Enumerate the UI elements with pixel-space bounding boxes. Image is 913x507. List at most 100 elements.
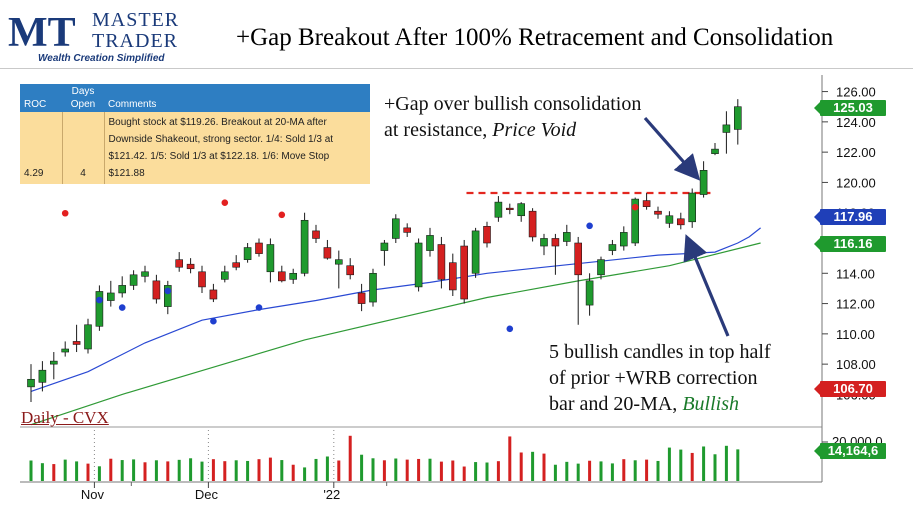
candle-body: [221, 271, 229, 280]
volume-bar: [553, 464, 557, 481]
candle-body: [483, 226, 491, 244]
candle-body: [232, 262, 240, 268]
candle-body: [266, 244, 275, 273]
master-trader-logo: MT MASTER TRADER Wealth Creation Simplif…: [8, 6, 198, 66]
y-tick-label: 110.00: [836, 327, 875, 342]
candle-body: [528, 210, 537, 238]
candle: [562, 224, 571, 247]
annotation-bullish-line1: 5 bullish candles in top half: [549, 341, 771, 363]
candle: [585, 273, 594, 316]
y-tick-label: 114.00: [836, 266, 875, 281]
blue-low-marker: [255, 304, 263, 311]
candle: [107, 280, 115, 307]
red-high-marker: [631, 203, 639, 211]
volume-bar: [588, 460, 592, 481]
volume-bar: [211, 459, 215, 481]
candle: [551, 233, 560, 275]
price-void-text: Price Void: [492, 119, 577, 141]
volume-bar: [474, 462, 478, 481]
candle: [448, 253, 457, 296]
candle: [72, 324, 81, 353]
candle: [27, 364, 35, 402]
candle-body: [585, 280, 594, 306]
volume-bar: [97, 466, 101, 481]
candle: [129, 270, 138, 290]
roc-header: ROC: [24, 99, 47, 110]
candle: [733, 99, 742, 145]
candle: [186, 258, 195, 274]
candle: [289, 268, 298, 284]
volume-bar: [405, 459, 409, 481]
candle-body: [403, 227, 412, 233]
red-high-marker: [61, 209, 69, 217]
y-tick-label: 124.00: [836, 115, 876, 130]
candle-body: [391, 218, 400, 239]
logo-name-top: MASTER: [92, 9, 179, 31]
volume-bar: [371, 458, 375, 481]
volume-bar: [109, 458, 113, 481]
chart-title: +Gap Breakout After 100% Retracement and…: [236, 24, 834, 51]
candle-body: [49, 360, 58, 365]
candle-body: [129, 274, 138, 286]
candle: [369, 268, 377, 307]
volume-bar: [86, 463, 90, 481]
candle-body: [471, 230, 480, 274]
roc-cell: 4.29: [20, 112, 63, 184]
candle-body: [118, 285, 126, 294]
candle-body: [334, 259, 343, 265]
candle: [597, 256, 605, 280]
bullish-text: Bullish: [682, 393, 739, 415]
volume-bar: [166, 461, 170, 481]
candle-body: [540, 238, 548, 247]
y-tick-label: 120.00: [836, 175, 876, 190]
candle-body: [505, 207, 514, 210]
candles: [27, 99, 742, 402]
candle-body: [437, 244, 446, 280]
volume-bar: [75, 461, 79, 481]
candle-body: [27, 378, 35, 388]
candle-body: [414, 242, 423, 288]
candle-body: [38, 369, 47, 383]
candle-body: [631, 198, 640, 244]
candle: [699, 161, 708, 198]
volume-bar: [451, 460, 455, 481]
comments-header: Comments: [108, 99, 157, 110]
candle-body: [380, 242, 389, 251]
candle: [209, 283, 218, 303]
stop-price-tag: 106.70: [814, 381, 886, 397]
candle-body: [72, 341, 81, 345]
candle: [84, 318, 92, 354]
blue-low-marker: [118, 304, 126, 311]
candle-body: [551, 238, 560, 247]
candle: [95, 285, 104, 331]
candle-body: [107, 292, 115, 301]
candle-body: [574, 242, 583, 276]
volume-bar: [29, 460, 33, 481]
candle-body: [243, 247, 252, 260]
candle-body: [141, 271, 149, 277]
candle: [574, 236, 583, 325]
grid-layer: 126.00124.00122.00120.00118.00116.00114.…: [822, 85, 883, 449]
trade-table-header: ROC Days Open Comments: [20, 84, 370, 112]
annotation-gap-line1: +Gap over bullish consolidation: [384, 93, 642, 115]
logo-initials: MT: [8, 10, 76, 56]
candle: [164, 280, 172, 315]
candle: [437, 236, 446, 289]
volume-bar: [439, 461, 443, 481]
ma50-line: [30, 242, 761, 426]
daily-symbol-label: Daily - CVX: [21, 408, 109, 427]
candle: [608, 239, 617, 256]
ma20-price-tag: 117.96: [814, 209, 886, 225]
logo-tagline: Wealth Creation Simplified: [38, 53, 165, 64]
volume-bar: [736, 449, 740, 481]
volume-bar: [713, 454, 717, 481]
volume-bar: [508, 436, 512, 481]
x-tick-label: '22: [323, 487, 340, 502]
volume-bar: [63, 459, 67, 481]
volume-bar: [633, 460, 637, 481]
candle-body: [597, 259, 605, 276]
candle-body: [654, 210, 662, 215]
candle: [665, 211, 674, 228]
volume-bar: [428, 458, 432, 481]
candle: [471, 227, 480, 278]
